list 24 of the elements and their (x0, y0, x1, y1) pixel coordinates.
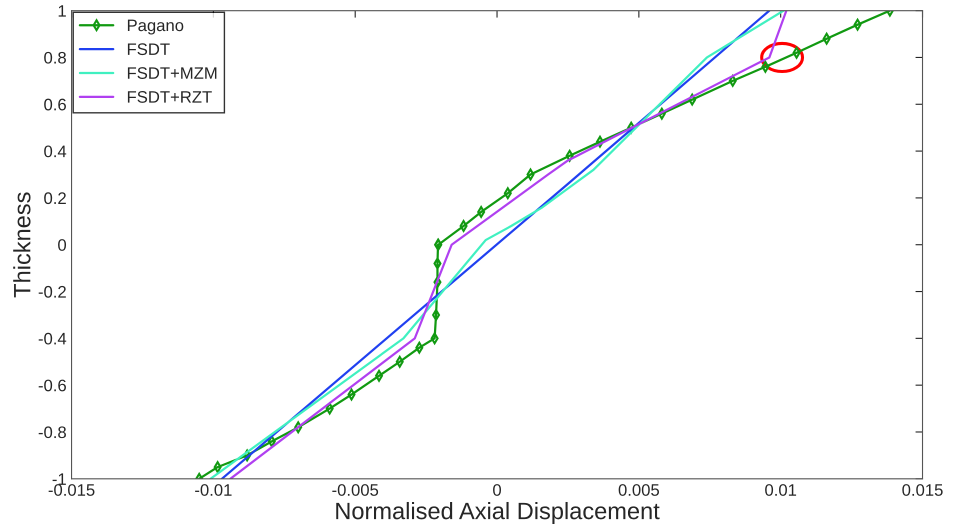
legend-label: FSDT (128, 43, 170, 56)
legend-label: FSDT+MZM (128, 67, 216, 79)
x-tick-label: 0.005 (618, 484, 660, 496)
y-tick-label: 1 (58, 5, 66, 17)
x-tick-label: -0.015 (48, 484, 94, 496)
x-axis-title: Normalised Axial Displacement (336, 502, 660, 524)
y-tick-label: 0.4 (44, 145, 66, 158)
x-tick-label: -0.005 (332, 484, 378, 496)
legend-label: Pagano (128, 20, 184, 35)
x-tick-label: -0.01 (195, 484, 232, 496)
y-axis-title: Thickness (13, 192, 31, 298)
y-tick-label: 0.8 (44, 52, 66, 64)
y-tick-label: -0.6 (38, 380, 66, 392)
legend-label: FSDT+RZT (128, 91, 212, 103)
y-tick-label: -1 (52, 473, 66, 485)
y-tick-label: -0.2 (38, 286, 66, 298)
x-tick-label: 0.015 (902, 484, 943, 496)
y-tick-label: -0.8 (38, 426, 66, 438)
y-tick-label: 0.2 (44, 192, 66, 204)
x-tick-label: 0.01 (765, 484, 796, 496)
y-tick-label: 0 (58, 239, 66, 251)
x-tick-label: 0 (493, 484, 502, 496)
y-tick-label: 0.6 (44, 98, 66, 110)
y-tick-label: -0.4 (38, 332, 66, 345)
